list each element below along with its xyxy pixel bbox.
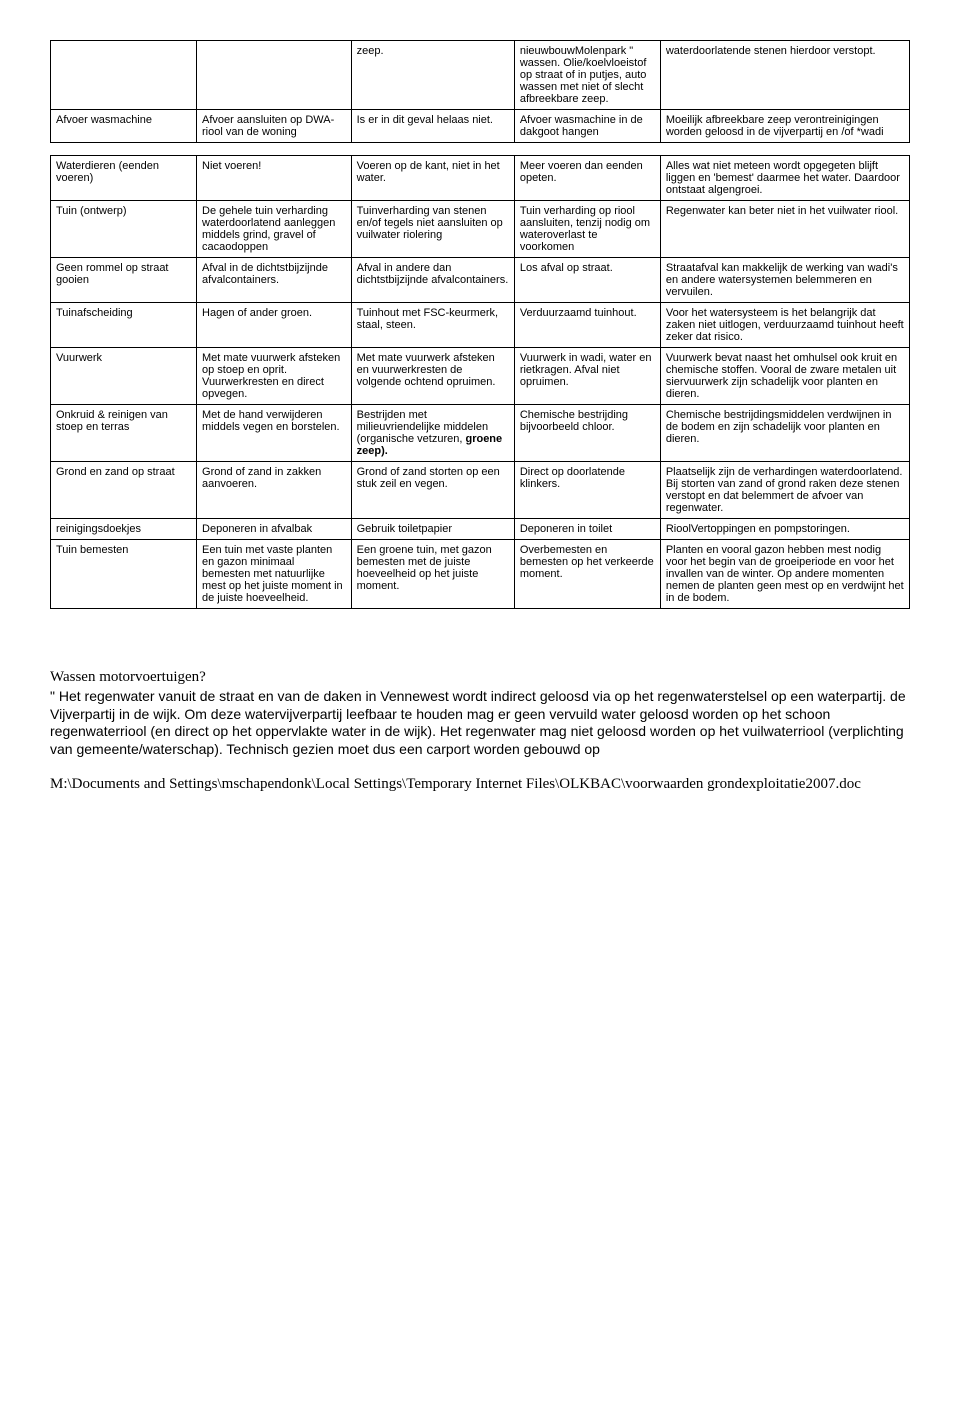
table-cell: Afval in andere dan dichtstbijzijnde afv… xyxy=(351,258,514,303)
table-cell: Straatafval kan makkelijk de werking van… xyxy=(660,258,909,303)
table-row: reinigingsdoekjesDeponeren in afvalbakGe… xyxy=(51,519,910,540)
table-cell: Is er in dit geval helaas niet. xyxy=(351,110,514,143)
table-cell: Tuin bemesten xyxy=(51,540,197,609)
table-cell: Tuin verharding op riool aansluiten, ten… xyxy=(514,201,660,258)
table-row: VuurwerkMet mate vuurwerk afsteken op st… xyxy=(51,348,910,405)
table-cell: Los afval op straat. xyxy=(514,258,660,303)
table-cell: Vuurwerk bevat naast het omhulsel ook kr… xyxy=(660,348,909,405)
table-cell: Deponeren in toilet xyxy=(514,519,660,540)
table-row: Waterdieren (eenden voeren)Niet voeren!V… xyxy=(51,156,910,201)
table-cell: zeep. xyxy=(351,41,514,110)
table-cell: Voor het watersysteem is het belangrijk … xyxy=(660,303,909,348)
table-cell: Voeren op de kant, niet in het water. xyxy=(351,156,514,201)
table-cell: Vuurwerk in wadi, water en rietkragen. A… xyxy=(514,348,660,405)
table-cell: Tuin (ontwerp) xyxy=(51,201,197,258)
table-cell xyxy=(51,41,197,110)
table-cell: Afval in de dichtstbijzijnde afvalcontai… xyxy=(197,258,352,303)
paragraph-title: Wassen motorvoertuigen? xyxy=(50,669,910,686)
table-cell: Met de hand verwijderen middels vegen en… xyxy=(197,405,352,462)
table-row: zeep.nieuwbouwMolenpark " wassen. Olie/k… xyxy=(51,41,910,110)
table-cell: Geen rommel op straat gooien xyxy=(51,258,197,303)
table-cell: Planten en vooral gazon hebben mest nodi… xyxy=(660,540,909,609)
table-row: Tuin bemestenEen tuin met vaste planten … xyxy=(51,540,910,609)
table-cell: nieuwbouwMolenpark " wassen. Olie/koelvl… xyxy=(514,41,660,110)
table-cell: Deponeren in afvalbak xyxy=(197,519,352,540)
table-cell: Overbemesten en bemesten op het verkeerd… xyxy=(514,540,660,609)
table-cell: Regenwater kan beter niet in het vuilwat… xyxy=(660,201,909,258)
table-cell: Vuurwerk xyxy=(51,348,197,405)
table-cell: Hagen of ander groen. xyxy=(197,303,352,348)
table-cell: Een groene tuin, met gazon bemesten met … xyxy=(351,540,514,609)
table-cell: reinigingsdoekjes xyxy=(51,519,197,540)
table-cell: Afvoer aansluiten op DWA-riool van de wo… xyxy=(197,110,352,143)
table-cell: De gehele tuin verharding waterdoorlaten… xyxy=(197,201,352,258)
table-cell: Grond en zand op straat xyxy=(51,462,197,519)
table-cell: Meer voeren dan eenden opeten. xyxy=(514,156,660,201)
table-row: Onkruid & reinigen van stoep en terrasMe… xyxy=(51,405,910,462)
table-cell: Niet voeren! xyxy=(197,156,352,201)
table-cell: Met mate vuurwerk afsteken en vuurwerkre… xyxy=(351,348,514,405)
table-cell: Moeilijk afbreekbare zeep verontreinigin… xyxy=(660,110,909,143)
table-cell: RioolVertoppingen en pompstoringen. xyxy=(660,519,909,540)
table-cell: Verduurzaamd tuinhout. xyxy=(514,303,660,348)
table-cell: Tuinverharding van stenen en/of tegels n… xyxy=(351,201,514,258)
table-row: Geen rommel op straat gooienAfval in de … xyxy=(51,258,910,303)
table-row: Grond en zand op straatGrond of zand in … xyxy=(51,462,910,519)
table-cell: Alles wat niet meteen wordt opgegeten bl… xyxy=(660,156,909,201)
footer-path: M:\Documents and Settings\mschapendonk\L… xyxy=(50,776,910,793)
paragraph-body: " Het regenwater vanuit de straat en van… xyxy=(50,688,910,758)
table-cell: Waterdieren (eenden voeren) xyxy=(51,156,197,201)
table-row: Afvoer wasmachineAfvoer aansluiten op DW… xyxy=(51,110,910,143)
table-cell: Onkruid & reinigen van stoep en terras xyxy=(51,405,197,462)
table-cell: Tuinafscheiding xyxy=(51,303,197,348)
table-cell: Grond of zand storten op een stuk zeil e… xyxy=(351,462,514,519)
table-cell: Afvoer wasmachine in de dakgoot hangen xyxy=(514,110,660,143)
table-cell: Chemische bestrijding bijvoorbeeld chloo… xyxy=(514,405,660,462)
table-cell: Een tuin met vaste planten en gazon mini… xyxy=(197,540,352,609)
advice-table: zeep.nieuwbouwMolenpark " wassen. Olie/k… xyxy=(50,40,910,609)
table-cell: Afvoer wasmachine xyxy=(51,110,197,143)
table-row: TuinafscheidingHagen of ander groen.Tuin… xyxy=(51,303,910,348)
table-cell xyxy=(197,41,352,110)
table-cell: Grond of zand in zakken aanvoeren. xyxy=(197,462,352,519)
table-row: Tuin (ontwerp)De gehele tuin verharding … xyxy=(51,201,910,258)
table-cell: Direct op doorlatende klinkers. xyxy=(514,462,660,519)
table-cell: Tuinhout met FSC-keurmerk, staal, steen. xyxy=(351,303,514,348)
table-cell: Plaatselijk zijn de verhardingen waterdo… xyxy=(660,462,909,519)
table-cell: Bestrijden met milieuvriendelijke middel… xyxy=(351,405,514,462)
table-cell: Chemische bestrijdingsmiddelen verdwijne… xyxy=(660,405,909,462)
table-cell: Met mate vuurwerk afsteken op stoep en o… xyxy=(197,348,352,405)
table-cell: waterdoorlatende stenen hierdoor verstop… xyxy=(660,41,909,110)
table-cell: Gebruik toiletpapier xyxy=(351,519,514,540)
